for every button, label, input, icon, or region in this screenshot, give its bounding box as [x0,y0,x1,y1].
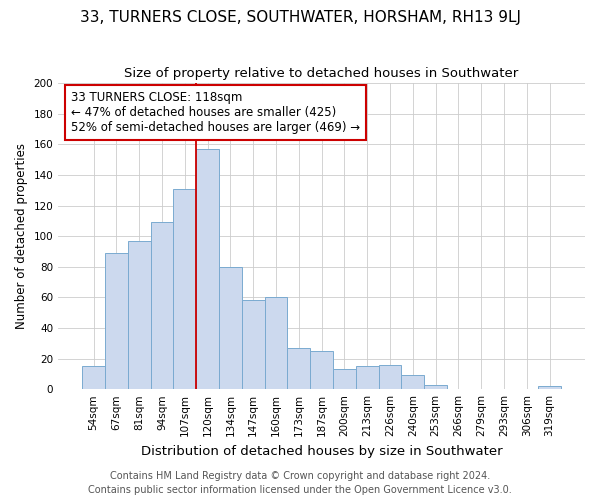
Bar [287,348,310,389]
Bar [242,300,265,389]
X-axis label: Distribution of detached houses by size in Southwater: Distribution of detached houses by size … [141,444,502,458]
Bar [196,149,219,389]
Bar [424,384,447,389]
Bar [538,386,561,389]
Bar [173,188,196,389]
Text: 33, TURNERS CLOSE, SOUTHWATER, HORSHAM, RH13 9LJ: 33, TURNERS CLOSE, SOUTHWATER, HORSHAM, … [79,10,521,25]
Bar [333,370,356,389]
Bar [401,376,424,389]
Text: Contains HM Land Registry data © Crown copyright and database right 2024.
Contai: Contains HM Land Registry data © Crown c… [88,471,512,495]
Bar [356,366,379,389]
Bar [310,351,333,389]
Title: Size of property relative to detached houses in Southwater: Size of property relative to detached ho… [124,68,519,80]
Bar [379,364,401,389]
Text: 33 TURNERS CLOSE: 118sqm
← 47% of detached houses are smaller (425)
52% of semi-: 33 TURNERS CLOSE: 118sqm ← 47% of detach… [71,90,361,134]
Bar [151,222,173,389]
Bar [82,366,105,389]
Y-axis label: Number of detached properties: Number of detached properties [15,143,28,329]
Bar [105,253,128,389]
Bar [219,266,242,389]
Bar [265,298,287,389]
Bar [128,240,151,389]
